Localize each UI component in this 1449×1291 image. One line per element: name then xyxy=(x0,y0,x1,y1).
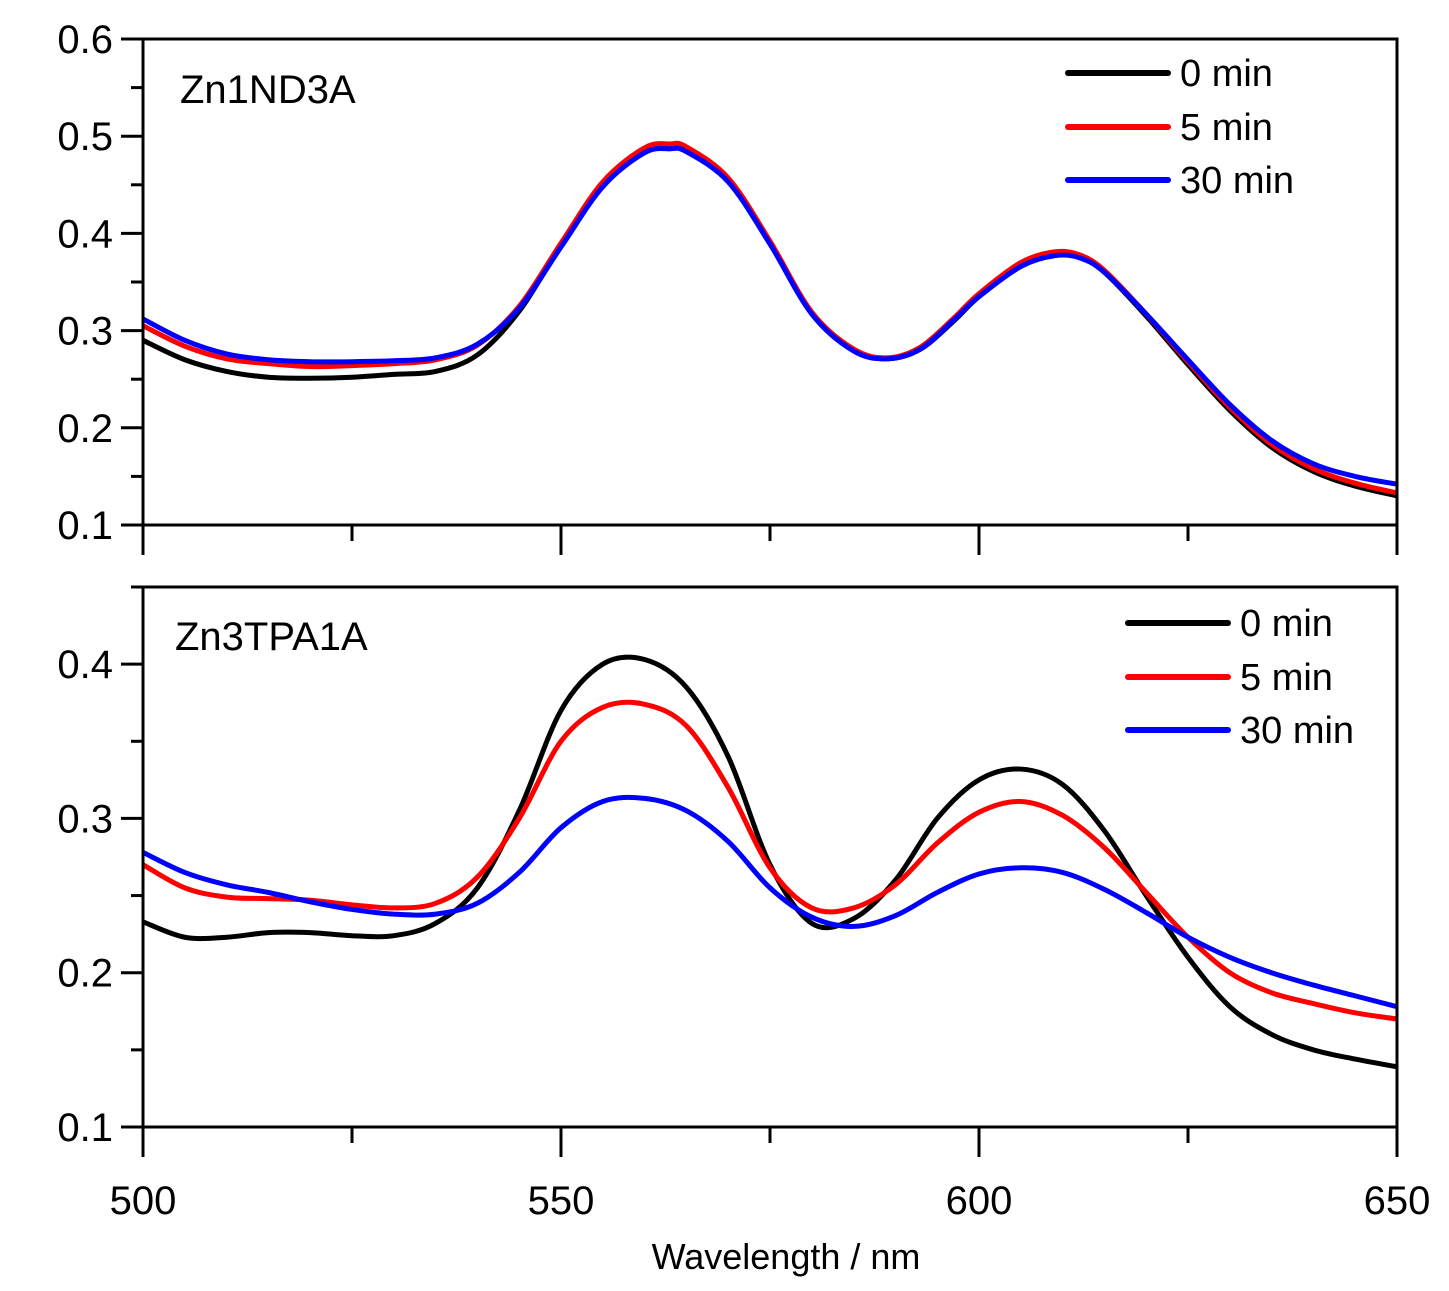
y-tick-label: 0.1 xyxy=(57,1106,113,1150)
x-axis-labels: 500 550 600 650 xyxy=(110,1179,1431,1223)
panel-title: Zn1ND3A xyxy=(180,68,356,112)
y-tick-label: 0.3 xyxy=(57,797,113,841)
x-tick-label: 600 xyxy=(946,1179,1013,1223)
y-tick-label: 0.4 xyxy=(57,212,113,256)
series-line-30-min xyxy=(143,794,1397,1010)
legend-label: 30 min xyxy=(1180,160,1294,202)
legend-label: 0 min xyxy=(1240,603,1333,645)
y-tick-label: 0.1 xyxy=(57,504,113,548)
series-line-30-min xyxy=(143,145,1397,487)
x-tick-label: 550 xyxy=(528,1179,595,1223)
y-tick-label: 0.3 xyxy=(57,310,113,354)
y-tick-label: 0.4 xyxy=(57,643,113,687)
x-tick-label: 650 xyxy=(1364,1179,1431,1223)
x-tick-label: 500 xyxy=(110,1179,177,1223)
y-tick-label: 0.6 xyxy=(57,18,113,62)
x-axis-title: Wavelength / nm xyxy=(652,1236,921,1277)
legend-label: 0 min xyxy=(1180,53,1273,95)
panel-zn3tpa1a: 0.1 0.2 0.3 0.4 Zn3TPA1A 0 min 5 min 30 min xyxy=(57,585,1399,1157)
plot-frame xyxy=(141,37,1399,527)
y-tick-label: 0.2 xyxy=(57,407,113,451)
legend-label: 30 min xyxy=(1240,710,1354,752)
series-line-0-min xyxy=(143,654,1397,1070)
legend-label: 5 min xyxy=(1240,657,1333,699)
y-tick-label: 0.2 xyxy=(57,952,113,996)
panel-title: Zn3TPA1A xyxy=(175,615,368,659)
y-tick-label: 0.5 xyxy=(57,115,113,159)
plot-frame xyxy=(141,585,1399,1129)
legend-label: 5 min xyxy=(1180,107,1273,149)
panel-zn1nd3a: 0.1 0.2 0.3 0.4 0.5 0.6 Zn1ND3A 0 min 5 min 30 mi… xyxy=(57,18,1399,555)
